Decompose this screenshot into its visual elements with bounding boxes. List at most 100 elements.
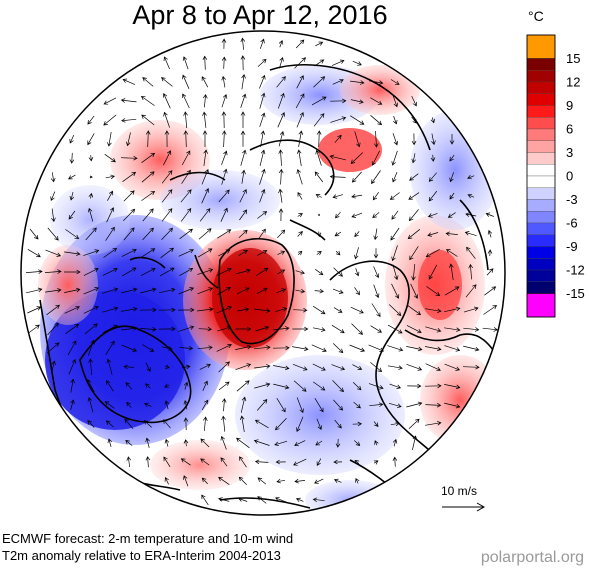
wind-arrow [334,134,342,143]
colorbar-bin [526,58,556,71]
wind-arrow [106,358,113,375]
wind-arrow [180,189,192,203]
wind-arrow [313,113,325,127]
wind-arrow [142,344,155,352]
wind-arrow [428,172,437,182]
wind-arrow [197,248,213,258]
wind-arrow [197,307,214,312]
wind-arrow [238,476,247,486]
wind-arrow [387,324,403,334]
wind-arrow [275,459,286,465]
wind-arrow [103,97,117,105]
wind-arrow [374,130,379,148]
wind-arrow [314,59,325,67]
wind-arrow [370,97,383,105]
wind-arrow [316,130,322,148]
wind-arrow [221,111,227,129]
wind-arrow [178,287,195,295]
wind-arrow [425,346,442,352]
wind-arrow [430,117,436,124]
wind-arrow [351,194,363,199]
wind-arrow [235,326,252,332]
colorbar-over-range [526,34,556,59]
wind-arrow [85,227,97,241]
wind-arrow [312,381,326,391]
brand-link[interactable]: polarportal.org [480,549,584,566]
wind-arrow [218,189,230,203]
wind-arrow [313,76,326,88]
wind-arrow [486,268,494,276]
wind-arrow [393,115,398,125]
wind-arrow [354,287,360,296]
wind-arrow [203,416,208,431]
wind-arrow [411,95,417,107]
wind-arrow [315,41,324,47]
wind-arrow [123,208,136,221]
wind-arrow [140,267,156,277]
wind-arrow [355,477,360,484]
wind-arrow [87,379,95,393]
wind-arrow [425,420,442,426]
colorbar-bin [526,258,556,271]
wind-arrow [164,383,170,388]
wind-arrow [199,363,211,370]
wind-arrow [107,438,113,447]
wind-arrow [466,246,476,259]
wind-arrow [352,381,362,391]
wind-arrow [350,306,364,314]
wind-arrow [373,460,379,465]
wind-arrow [202,55,208,70]
wind-arrow [258,228,266,240]
wind-arrow [277,112,285,128]
wind-arrow [411,153,416,164]
wind-arrow [121,267,137,277]
wind-arrow [464,231,477,237]
wind-arrow [256,267,269,276]
wind-arrow [297,250,303,256]
wind-arrow [164,364,170,369]
wind-arrow [259,38,265,49]
wind-arrow [83,267,99,276]
wind-arrow [123,227,135,241]
wind-arrow [240,130,246,147]
wind-arrow [277,269,286,275]
footer-reference: T2m anomaly relative to ERA-Interim 2004… [2,548,281,563]
wind-arrow [235,344,252,350]
wind-arrow [351,212,363,218]
wind-arrow [221,415,226,432]
wind-arrow [256,287,268,295]
wind-arrow [408,209,419,222]
wind-arrow [335,250,341,256]
wind-arrow [255,325,270,332]
wind-arrow [161,77,173,87]
wind-arrow [448,263,454,280]
wind-arrow [105,226,115,241]
wind-arrow [370,115,383,126]
wind-arrow [387,345,404,352]
colorbar-tick-label: -6 [566,216,578,231]
wind-arrow [331,59,345,66]
wind-arrow [369,402,384,407]
colorbar-unit: °C [528,8,544,24]
wind-arrow [141,190,156,201]
wind-arrow [391,245,398,262]
wind-arrow [369,80,384,85]
wind-arrow [200,458,210,466]
wind-arrow [103,247,118,258]
wind-arrow [353,401,361,409]
wind-arrow [104,153,116,163]
wind-arrow [468,263,473,280]
wind-arrow [350,80,365,85]
wind-arrow [239,456,247,468]
wind-arrow [390,79,400,85]
wind-arrow [163,111,170,128]
wind-arrow [50,191,56,202]
wind-arrow [374,440,379,446]
wind-arrow [160,247,174,259]
wind-arrow [333,478,342,484]
wind-arrow [141,248,156,258]
wind-arrow [218,249,231,257]
wind-arrow [316,458,322,467]
wind-arrow [444,306,461,313]
colorbar-frame [526,34,556,318]
